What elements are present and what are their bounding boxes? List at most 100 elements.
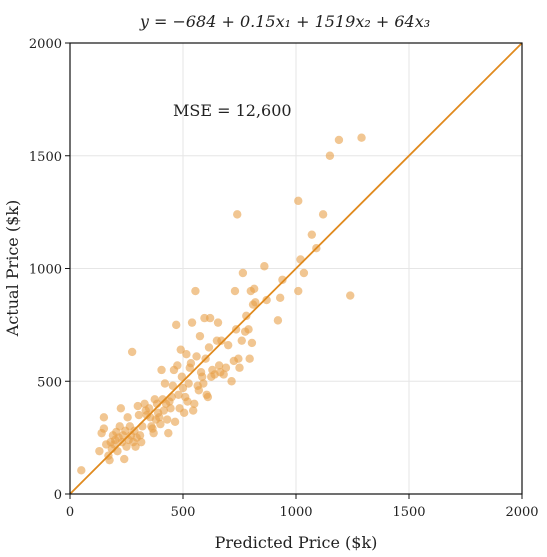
- data-points: [77, 133, 366, 475]
- data-point: [186, 359, 196, 368]
- y-tick-label: 2000: [29, 37, 62, 52]
- y-tick-label: 500: [37, 375, 62, 390]
- data-point: [219, 370, 228, 379]
- data-point: [138, 422, 147, 431]
- data-point: [172, 320, 181, 330]
- y-tick-label: 1000: [29, 263, 62, 278]
- data-point: [116, 404, 126, 413]
- data-point: [162, 415, 172, 424]
- data-point: [120, 454, 129, 464]
- data-point: [173, 361, 182, 370]
- data-point: [205, 313, 215, 323]
- data-point: [178, 383, 188, 393]
- y-axis-ticks: 0 500 1000 1500 2000: [29, 37, 70, 503]
- data-point: [191, 286, 200, 296]
- data-point: [113, 446, 122, 456]
- data-point: [357, 133, 366, 142]
- data-point: [278, 275, 287, 284]
- data-point: [334, 135, 344, 145]
- data-point: [99, 424, 109, 433]
- data-point: [105, 455, 114, 465]
- data-point: [144, 404, 154, 413]
- data-point: [95, 446, 104, 456]
- data-point: [214, 361, 224, 370]
- data-point: [183, 397, 192, 406]
- data-point: [190, 399, 199, 408]
- data-point: [182, 349, 191, 359]
- data-point: [203, 392, 213, 402]
- data-point: [188, 406, 198, 415]
- y-tick-label: 0: [54, 488, 62, 503]
- x-axis-label: Predicted Price ($k): [215, 533, 378, 552]
- plot-frame: [69, 42, 523, 495]
- data-point: [213, 318, 223, 327]
- data-point: [179, 408, 189, 418]
- data-point: [325, 151, 335, 160]
- data-point: [242, 311, 251, 321]
- mse-annotation: MSE = 12,600: [173, 101, 292, 120]
- data-point: [238, 268, 248, 278]
- x-tick-label: 2000: [505, 505, 538, 520]
- x-tick-label: 0: [66, 505, 74, 520]
- data-point: [318, 210, 328, 219]
- data-point: [157, 365, 166, 375]
- data-point: [195, 331, 205, 341]
- data-point: [224, 340, 233, 350]
- data-point: [192, 352, 201, 361]
- x-tick-label: 1000: [279, 505, 312, 520]
- data-point: [159, 406, 168, 415]
- data-point: [127, 347, 137, 357]
- x-tick-label: 1500: [392, 505, 425, 520]
- data-point: [123, 413, 132, 422]
- data-point: [273, 316, 283, 325]
- data-point: [227, 377, 236, 386]
- data-point: [156, 419, 165, 429]
- data-point: [199, 379, 208, 388]
- data-point: [294, 286, 303, 296]
- data-point: [177, 372, 187, 381]
- data-point: [299, 268, 309, 278]
- data-point: [99, 413, 109, 422]
- data-point: [135, 431, 145, 440]
- data-point: [221, 363, 231, 372]
- data-point: [237, 336, 246, 345]
- data-point: [296, 255, 305, 264]
- data-point: [134, 410, 144, 420]
- data-point: [122, 442, 131, 451]
- data-point: [235, 363, 244, 372]
- reference-line: [69, 42, 523, 495]
- data-point: [131, 442, 140, 451]
- data-point: [155, 413, 164, 422]
- data-point: [187, 318, 197, 327]
- data-point: [133, 401, 142, 411]
- y-axis-label: Actual Price ($k): [3, 200, 22, 337]
- data-point: [294, 196, 303, 206]
- data-point: [184, 379, 193, 388]
- data-point: [247, 338, 257, 348]
- data-point: [251, 298, 260, 307]
- data-point: [149, 428, 158, 438]
- data-point: [164, 428, 173, 438]
- data-point: [170, 417, 180, 427]
- data-point: [115, 422, 124, 431]
- data-point: [160, 379, 170, 388]
- data-point: [166, 404, 175, 413]
- data-point: [174, 390, 183, 399]
- data-point: [307, 230, 317, 239]
- data-point: [204, 343, 214, 352]
- data-point: [176, 345, 185, 354]
- data-point: [168, 381, 178, 390]
- data-point: [260, 262, 269, 271]
- data-point: [217, 336, 226, 345]
- data-point: [262, 295, 271, 305]
- x-tick-label: 500: [171, 505, 196, 520]
- data-point: [194, 386, 204, 395]
- data-point: [245, 354, 254, 363]
- x-axis-ticks: 0 500 1000 1500 2000: [66, 494, 539, 520]
- data-point: [233, 210, 242, 219]
- data-point: [198, 372, 207, 381]
- data-point: [230, 286, 240, 296]
- data-point: [136, 437, 146, 447]
